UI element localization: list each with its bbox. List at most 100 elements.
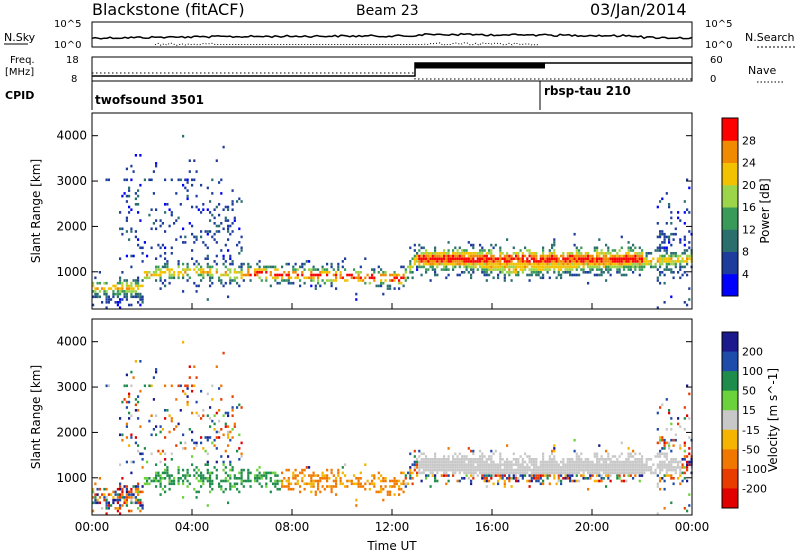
velocity-cell	[686, 463, 689, 466]
velocity-cell	[440, 458, 443, 461]
velocity-cell	[150, 414, 153, 417]
power-cell	[528, 252, 531, 255]
velocity-cell	[571, 466, 574, 469]
power-cell	[659, 249, 662, 252]
power-cell	[166, 268, 169, 271]
power-cell	[317, 281, 320, 285]
nave-series	[92, 72, 692, 80]
power-cell	[670, 262, 673, 266]
power-cell	[551, 246, 554, 250]
power-cell	[418, 265, 421, 269]
velocity-cell	[103, 498, 106, 502]
velocity-cell	[553, 444, 556, 447]
velocity-cell	[636, 466, 639, 469]
velocity-cell	[238, 447, 241, 450]
velocity-cell	[582, 466, 585, 469]
velocity-cell	[157, 471, 160, 475]
power-cell	[206, 232, 209, 236]
power-cell	[231, 203, 234, 206]
power-cell	[647, 262, 650, 266]
power-cell	[287, 279, 290, 282]
velocity-cell	[501, 463, 504, 466]
velocity-cell	[623, 460, 626, 464]
velocity-cell	[247, 471, 250, 475]
power-cell	[638, 246, 641, 250]
power-cell	[463, 249, 466, 252]
velocity-cell	[607, 455, 610, 458]
power-cell	[483, 249, 486, 252]
power-cell	[548, 265, 551, 269]
velocity-cell	[479, 468, 482, 472]
power-cell	[159, 271, 162, 274]
velocity-cell	[530, 463, 533, 466]
velocity-cell	[215, 474, 218, 477]
power-cell	[247, 265, 250, 269]
power-cell	[492, 262, 495, 266]
power-cell	[292, 265, 295, 269]
velocity-cell	[344, 463, 347, 466]
x-ticks: 00:00 04:00 08:00 12:00 16:00 20:00 00:00	[75, 303, 709, 534]
velocity-cell	[542, 479, 545, 483]
velocity-cell	[618, 468, 621, 472]
power-cell	[269, 273, 272, 277]
velocity-cell	[499, 474, 502, 477]
velocity-cell	[598, 479, 601, 483]
velocity-cell	[224, 471, 227, 475]
velocity-colorbar-tick: -200	[742, 482, 767, 495]
velocity-cell	[229, 468, 232, 472]
velocity-cell	[508, 466, 511, 469]
power-cell	[132, 295, 135, 299]
velocity-cell	[632, 468, 635, 472]
velocity-cell	[287, 482, 290, 486]
velocity-cell	[346, 479, 349, 483]
power-cell	[659, 271, 662, 274]
power-cell	[515, 268, 518, 271]
power-cell	[638, 252, 641, 255]
power-cell	[530, 262, 533, 266]
power-cell	[184, 178, 187, 182]
velocity-cell	[575, 466, 578, 469]
power-cell	[530, 257, 533, 260]
power-cell	[197, 262, 200, 266]
velocity-cell	[627, 460, 630, 464]
power-cell	[537, 273, 540, 277]
velocity-cell	[447, 474, 450, 477]
power-cell	[533, 260, 536, 263]
power-cell	[319, 271, 322, 274]
power-cell	[465, 249, 468, 252]
velocity-cell	[472, 460, 475, 464]
velocity-cell	[128, 411, 131, 415]
velocity-cell	[364, 487, 367, 491]
velocity-cell	[627, 474, 630, 477]
velocity-cell	[573, 466, 576, 469]
power-cell	[152, 170, 155, 173]
velocity-cell	[596, 471, 599, 475]
power-cell	[294, 268, 297, 271]
power-cell	[229, 276, 232, 280]
velocity-cell	[323, 487, 326, 491]
velocity-cell	[616, 466, 619, 469]
power-cell	[656, 249, 659, 252]
power-cell	[231, 230, 234, 233]
velocity-cell	[434, 463, 437, 466]
velocity-cell	[413, 463, 416, 466]
power-cell	[254, 271, 257, 274]
power-cell	[94, 292, 97, 296]
power-cell	[431, 265, 434, 269]
velocity-cell	[497, 466, 500, 469]
velocity-cell	[359, 471, 362, 475]
velocity-cell	[618, 474, 621, 477]
velocity-cell	[656, 428, 659, 431]
power-cell	[650, 265, 653, 269]
velocity-cell	[416, 471, 419, 475]
velocity-cell	[260, 474, 263, 477]
velocity-cell	[125, 400, 128, 404]
velocity-cell	[389, 490, 392, 494]
power-cell	[112, 292, 115, 296]
power-cell	[515, 254, 518, 258]
power-cell	[539, 257, 542, 260]
velocity-cell	[530, 479, 533, 483]
power-cell	[137, 243, 140, 247]
power-cell	[202, 276, 205, 280]
